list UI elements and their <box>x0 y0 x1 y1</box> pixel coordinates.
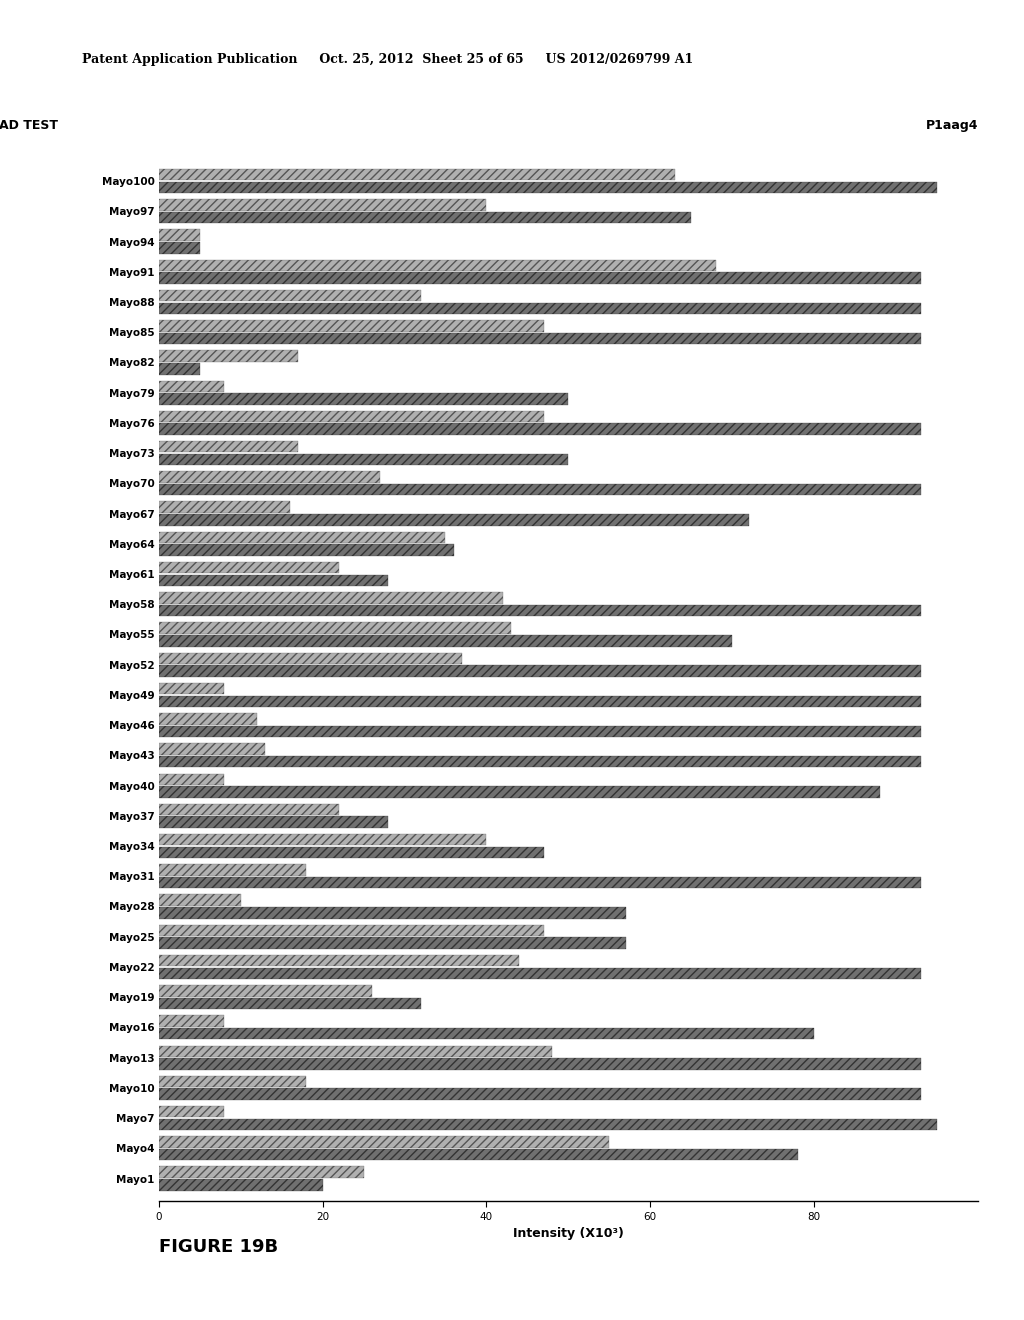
Bar <box>159 502 290 513</box>
Bar <box>159 1028 814 1039</box>
X-axis label: Intensity (X10³): Intensity (X10³) <box>513 1228 624 1241</box>
Bar <box>159 484 921 495</box>
Bar <box>159 1118 937 1130</box>
Bar <box>159 424 921 436</box>
Bar <box>159 787 880 797</box>
Bar <box>159 441 298 453</box>
Bar <box>159 411 544 422</box>
Bar <box>159 622 511 634</box>
Bar <box>159 321 544 331</box>
Bar <box>159 333 921 345</box>
Text: Patent Application Publication     Oct. 25, 2012  Sheet 25 of 65     US 2012/026: Patent Application Publication Oct. 25, … <box>82 53 693 66</box>
Bar <box>159 302 921 314</box>
Bar <box>159 1089 921 1100</box>
Bar <box>159 846 544 858</box>
Bar <box>159 652 462 664</box>
Bar <box>159 1076 306 1088</box>
Text: AD TEST: AD TEST <box>0 119 58 132</box>
Bar <box>159 562 339 573</box>
Bar <box>159 350 298 362</box>
Bar <box>159 230 200 242</box>
Bar <box>159 213 691 223</box>
Bar <box>159 605 921 616</box>
Bar <box>159 865 306 875</box>
Bar <box>159 895 241 906</box>
Bar <box>159 968 921 979</box>
Bar <box>159 937 626 949</box>
Bar <box>159 574 388 586</box>
Bar <box>159 635 732 647</box>
Bar <box>159 774 224 785</box>
Bar <box>159 593 503 603</box>
Bar <box>159 696 921 708</box>
Bar <box>159 1045 552 1057</box>
Text: FIGURE 19B: FIGURE 19B <box>159 1238 278 1257</box>
Bar <box>159 954 519 966</box>
Bar <box>159 924 544 936</box>
Bar <box>159 756 921 767</box>
Bar <box>159 998 421 1010</box>
Bar <box>159 1137 609 1147</box>
Bar <box>159 1167 364 1177</box>
Bar <box>159 199 486 211</box>
Bar <box>159 804 339 816</box>
Bar <box>159 242 200 253</box>
Bar <box>159 1059 921 1069</box>
Bar <box>159 515 749 525</box>
Bar <box>159 532 445 543</box>
Bar <box>159 907 626 919</box>
Bar <box>159 290 421 301</box>
Bar <box>159 713 257 725</box>
Bar <box>159 380 224 392</box>
Text: P1aag4: P1aag4 <box>926 119 978 132</box>
Bar <box>159 260 716 271</box>
Bar <box>159 726 921 738</box>
Bar <box>159 665 921 677</box>
Bar <box>159 272 921 284</box>
Bar <box>159 1179 323 1191</box>
Bar <box>159 363 200 375</box>
Bar <box>159 985 372 997</box>
Bar <box>159 1106 224 1118</box>
Bar <box>159 817 388 828</box>
Bar <box>159 743 265 755</box>
Bar <box>159 1015 224 1027</box>
Bar <box>159 169 675 181</box>
Bar <box>159 471 380 483</box>
Bar <box>159 454 568 465</box>
Bar <box>159 682 224 694</box>
Bar <box>159 544 454 556</box>
Bar <box>159 876 921 888</box>
Bar <box>159 182 937 193</box>
Bar <box>159 1148 798 1160</box>
Bar <box>159 834 486 845</box>
Bar <box>159 393 568 405</box>
